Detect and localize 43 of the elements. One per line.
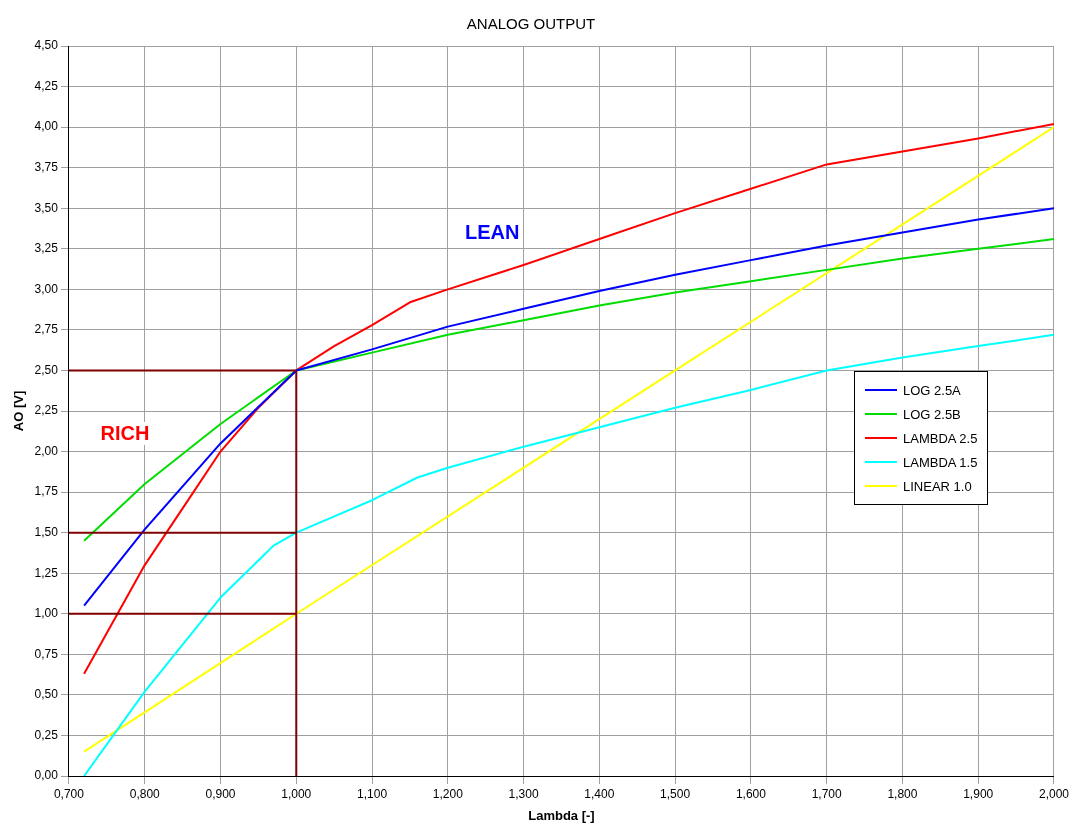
chart-title: ANALOG OUTPUT [466, 15, 596, 33]
y-tick-label: 1,50 [34, 524, 59, 539]
legend-label: LAMBDA 2.5 [902, 430, 978, 446]
y-tick-label: 3,00 [34, 281, 59, 296]
x-tick-label: 1,600 [735, 786, 767, 801]
x-axis-title: Lambda [-] [528, 807, 595, 823]
y-tick-label: 3,25 [34, 241, 59, 256]
y-tick-label: 3,75 [34, 159, 59, 174]
y-tick-label: 1,75 [34, 484, 59, 499]
legend-label: LAMBDA 1.5 [902, 454, 978, 470]
y-tick-label: 4,25 [34, 78, 59, 93]
x-tick-label: 1,100 [357, 786, 388, 801]
x-tick-label: 1,900 [963, 786, 994, 801]
y-tick-label: 2,25 [34, 403, 59, 418]
legend-label: LOG 2.5A [902, 382, 961, 398]
x-tick-label: 1,300 [508, 786, 539, 801]
legend-label: LOG 2.5B [902, 406, 961, 422]
y-tick-label: 1,00 [34, 606, 59, 621]
x-tick-label: 2,000 [1038, 786, 1070, 801]
x-tick-label: 0,800 [129, 786, 161, 801]
x-tick-label: 0,900 [205, 786, 236, 801]
legend-label: LINEAR 1.0 [902, 478, 972, 494]
y-axis-title: AO [V] [11, 390, 27, 432]
y-tick-label: 0,00 [34, 768, 59, 783]
y-tick-label: 0,25 [34, 727, 59, 742]
y-tick-label: 1,25 [34, 565, 59, 580]
y-tick-label: 2,00 [34, 443, 59, 458]
x-tick-label: 1,700 [811, 786, 843, 801]
x-tick-label: 1,400 [584, 786, 615, 801]
x-tick-label: 0,700 [53, 786, 85, 801]
y-tick-label: 2,50 [34, 362, 59, 377]
x-tick-label: 1,000 [281, 786, 312, 801]
y-tick-label: 4,50 [34, 38, 59, 53]
y-tick-label: 0,50 [34, 687, 59, 702]
annotation: LEAN [462, 221, 522, 245]
x-tick-label: 1,500 [660, 786, 691, 801]
annotation: RICH [98, 421, 152, 445]
y-tick-label: 0,75 [34, 646, 59, 661]
x-tick-label: 1,200 [432, 786, 464, 801]
y-tick-label: 2,75 [34, 322, 59, 337]
y-tick-label: 3,50 [34, 200, 59, 215]
x-tick-label: 1,800 [887, 786, 918, 801]
y-tick-label: 4,00 [34, 119, 59, 134]
